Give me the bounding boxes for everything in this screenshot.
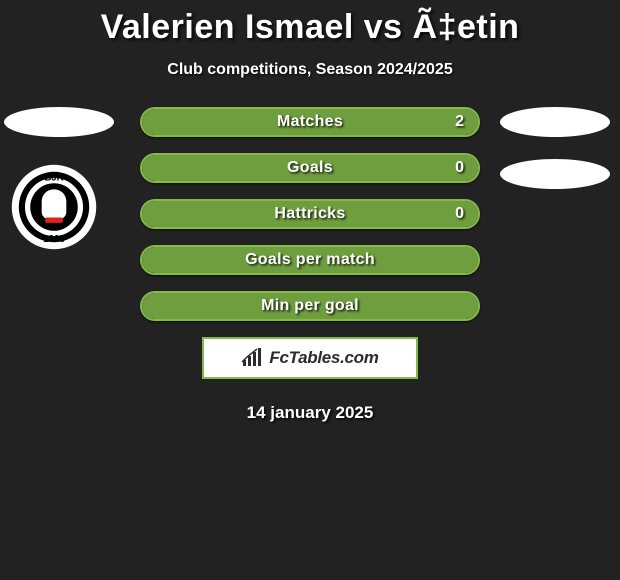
stat-label: Goals [142, 159, 478, 177]
stat-row-min-per-goal: Min per goal [140, 291, 480, 321]
page-subtitle: Club competitions, Season 2024/2025 [0, 61, 620, 79]
player-right-badge-2 [500, 159, 610, 189]
stat-label: Min per goal [142, 297, 478, 315]
stat-row-matches: Matches 2 [140, 107, 480, 137]
stat-rows: Matches 2 Goals 0 Hattricks 0 Goals per … [140, 107, 480, 337]
player-right-badge-1 [500, 107, 610, 137]
stat-row-hattricks: Hattricks 0 [140, 199, 480, 229]
stat-row-goals: Goals 0 [140, 153, 480, 183]
stat-row-goals-per-match: Goals per match [140, 245, 480, 275]
club-logo-besiktas: BJK 1903 [10, 163, 98, 251]
player-left-badge [4, 107, 114, 137]
club-logo-text-bottom: 1903 [43, 234, 65, 245]
stat-value: 2 [455, 113, 464, 131]
club-logo-text-top: BJK [44, 173, 63, 184]
footer-date: 14 january 2025 [0, 403, 620, 423]
stat-label: Hattricks [142, 205, 478, 223]
page-title: Valerien Ismael vs Ã‡etin [0, 0, 620, 47]
stat-value: 0 [455, 159, 464, 177]
brand-badge: FcTables.com [202, 337, 418, 379]
brand-text: FcTables.com [269, 348, 378, 368]
stat-value: 0 [455, 205, 464, 223]
stat-label: Goals per match [142, 251, 478, 269]
stat-label: Matches [142, 113, 478, 131]
bar-chart-icon [241, 348, 265, 368]
